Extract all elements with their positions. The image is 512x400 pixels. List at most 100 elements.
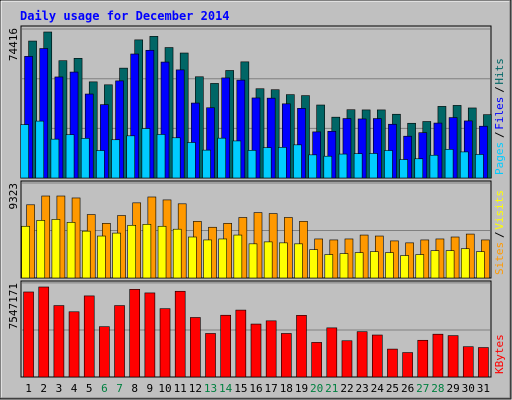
kbytes-bar-day-7 [114,305,125,378]
day-label-17: 17 [265,382,278,395]
day-label-25: 25 [386,382,399,395]
kbytes-bar-day-27 [417,339,429,378]
visits-bar-day-11 [172,228,182,279]
pages-bar-day-16 [247,150,257,179]
pages-bar-day-23 [353,153,363,179]
pages-bar-day-29 [444,149,454,179]
day-label-23: 23 [356,382,369,395]
legend-entry-files: Files [493,97,506,130]
visits-sites-panel: 9323 Sites /Visits [7,180,506,279]
day-label-26: 26 [401,382,414,395]
pages-bar-day-8 [126,135,136,179]
pages-bar-day-20 [308,154,317,179]
legend-separator: / [493,131,506,138]
day-label-4: 4 [71,382,78,395]
pages-bar-day-2 [35,120,45,179]
day-label-15: 15 [234,382,247,395]
kbytes-bar-day-29 [447,335,459,378]
kbytes-bars [23,286,489,378]
pages-bar-day-21 [323,155,333,179]
visits-bar-day-7 [112,232,121,279]
pages-bar-day-5 [80,138,90,179]
pages-bar-day-6 [96,150,105,179]
pages-bar-day-27 [414,158,424,179]
pages-bar-day-24 [368,153,378,179]
pages-bar-day-1 [20,124,29,179]
kbytes-bar-day-16 [250,323,262,378]
legend-entry-pages: Pages [493,142,506,175]
kbytes-bar-day-18 [281,333,292,378]
pages-bar-day-25 [384,150,393,179]
visits-bar-day-26 [400,255,409,279]
visits-bar-day-19 [294,243,303,279]
day-label-5: 5 [86,382,93,395]
pages-bar-day-10 [156,134,166,179]
chart-title: Daily usage for December 2014 [20,9,230,23]
pages-bar-day-9 [141,128,151,179]
pages-bar-day-18 [278,147,287,179]
visits-bar-day-24 [369,251,379,279]
kbytes-bar-day-26 [402,352,413,378]
legend-entry-hits: Hits [493,58,506,85]
kbytes-legend: KBytes [493,334,506,374]
kbytes-bar-day-28 [432,333,444,378]
legend-entry-kbytes: KBytes [493,334,506,374]
day-label-12: 12 [189,382,202,395]
kbytes-bar-day-31 [478,347,489,378]
visits-bar-day-22 [339,253,349,279]
day-label-13: 13 [204,382,217,395]
pages-bar-day-4 [65,134,75,179]
visits-bar-day-12 [188,236,197,279]
visits-bar-day-29 [445,250,455,279]
day-label-18: 18 [280,382,293,395]
visits-bar-day-25 [385,252,394,279]
visits-bar-day-5 [81,230,91,279]
legend-entry-visits: Visits [493,190,506,230]
pages-bar-day-11 [171,137,181,179]
kbytes-bar-day-22 [341,340,353,378]
kbytes-bar-day-12 [190,317,201,378]
visits-bar-day-13 [203,239,212,279]
visits-bar-day-14 [218,238,227,279]
day-label-29: 29 [446,382,459,395]
kbytes-bar-day-8 [129,289,141,378]
pages-bar-day-28 [429,154,439,179]
kbytes-bar-day-17 [265,320,277,378]
day-label-31: 31 [477,382,490,395]
hits-files-pages-panel: 74416 Pages/Files/Hits [7,25,506,179]
visits-bar-day-16 [248,243,258,279]
legend-separator: / [493,231,506,238]
pages-bar-day-30 [459,151,469,179]
day-label-3: 3 [56,382,63,395]
legend-entry-sites: Sites [493,242,506,275]
kbytes-bar-day-21 [326,327,338,378]
day-label-10: 10 [158,382,171,395]
visits-bar-day-9 [142,224,152,279]
visits-bar-day-23 [354,252,364,279]
kbytes-bar-day-11 [174,290,186,378]
day-label-14: 14 [219,382,233,395]
day-label-30: 30 [462,382,475,395]
day-label-16: 16 [249,382,262,395]
pages-bar-day-15 [232,140,242,179]
day-label-21: 21 [325,382,338,395]
visits-sites-legend: Sites /Visits [493,190,506,275]
kbytes-bar-day-25 [387,348,398,378]
day-label-19: 19 [295,382,308,395]
hits-files-pages-legend: Pages/Files/Hits [493,58,506,175]
pages-bar-day-19 [293,144,302,179]
visits-bar-day-15 [233,234,243,279]
pages-bar-day-14 [217,137,226,179]
day-label-11: 11 [174,382,187,395]
kbytes-bar-day-15 [235,309,247,378]
visits-bar-day-20 [309,249,318,279]
hits-files-pages-bars [20,31,492,179]
visits-bar-day-8 [127,224,137,279]
visits-bar-day-31 [476,251,485,279]
kbytes-bar-day-19 [296,315,307,378]
day-label-6: 6 [101,382,108,395]
visits-bar-day-30 [460,248,470,279]
visits-bar-day-1 [21,225,30,279]
kbytes-bar-day-9 [144,292,156,378]
kbytes-bar-day-14 [220,314,231,378]
